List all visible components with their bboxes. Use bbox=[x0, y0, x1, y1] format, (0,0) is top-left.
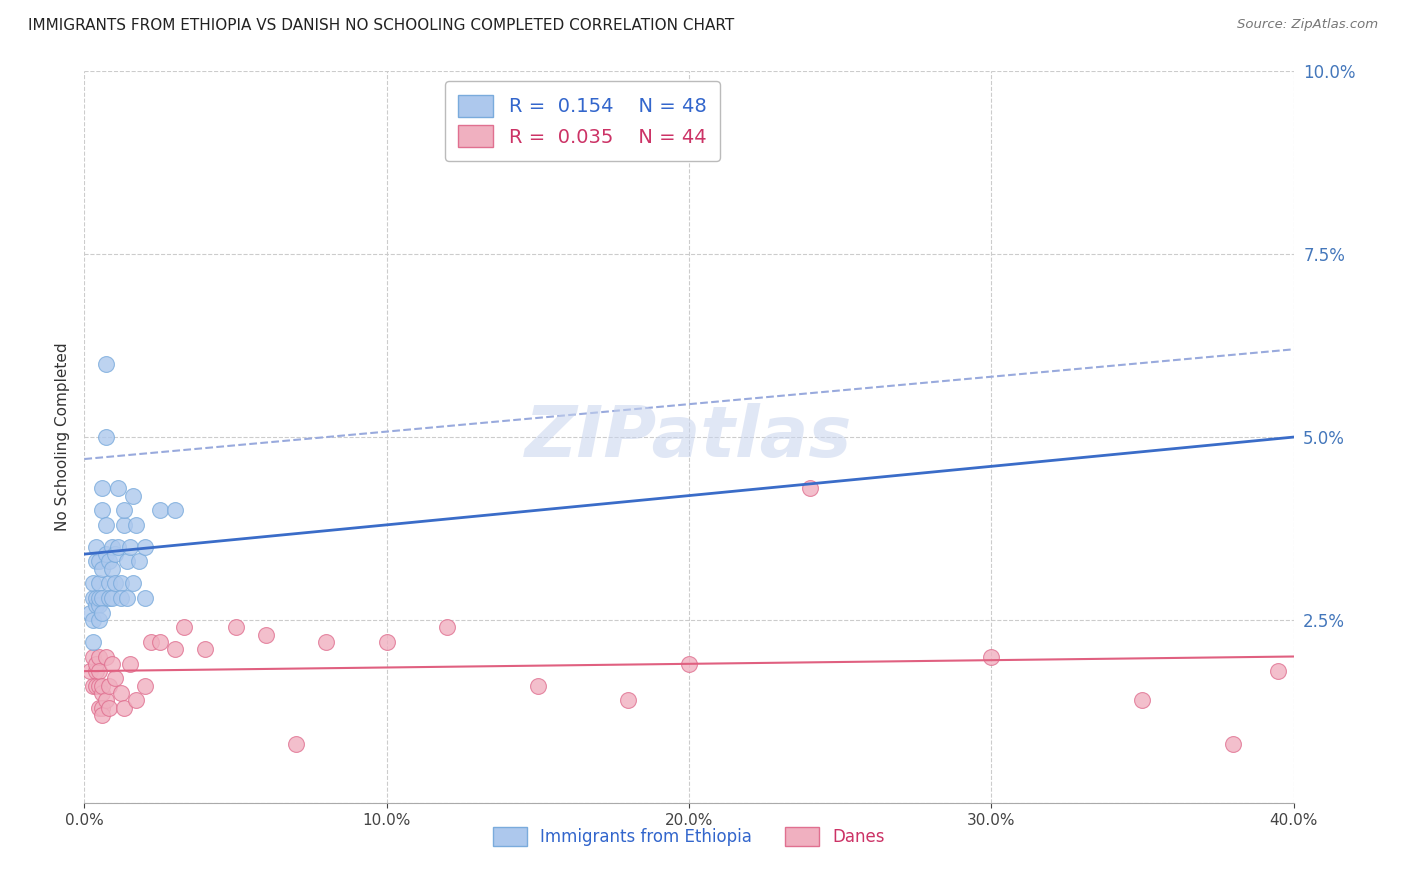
Point bbox=[91, 679, 114, 693]
Point bbox=[134, 591, 156, 605]
Point bbox=[94, 357, 117, 371]
Point bbox=[100, 657, 122, 671]
Point bbox=[112, 700, 135, 714]
Point bbox=[86, 664, 108, 678]
Point bbox=[149, 503, 172, 517]
Point bbox=[94, 517, 117, 532]
Point bbox=[107, 481, 129, 495]
Point bbox=[97, 591, 120, 605]
Point bbox=[315, 635, 337, 649]
Text: IMMIGRANTS FROM ETHIOPIA VS DANISH NO SCHOOLING COMPLETED CORRELATION CHART: IMMIGRANTS FROM ETHIOPIA VS DANISH NO SC… bbox=[28, 18, 734, 33]
Point bbox=[134, 540, 156, 554]
Point bbox=[89, 664, 111, 678]
Point bbox=[225, 620, 247, 634]
Point bbox=[104, 576, 127, 591]
Legend: Immigrants from Ethiopia, Danes: Immigrants from Ethiopia, Danes bbox=[486, 821, 891, 853]
Point bbox=[1267, 664, 1289, 678]
Point bbox=[91, 481, 114, 495]
Point bbox=[1130, 693, 1153, 707]
Point bbox=[86, 657, 108, 671]
Point bbox=[254, 627, 277, 641]
Point bbox=[91, 606, 114, 620]
Point bbox=[194, 642, 217, 657]
Point bbox=[82, 576, 104, 591]
Point bbox=[89, 649, 111, 664]
Point bbox=[112, 503, 135, 517]
Point bbox=[82, 679, 104, 693]
Point bbox=[121, 489, 143, 503]
Point bbox=[980, 649, 1002, 664]
Point bbox=[678, 657, 700, 671]
Point bbox=[89, 700, 111, 714]
Point bbox=[97, 576, 120, 591]
Point bbox=[128, 554, 150, 568]
Point bbox=[149, 635, 172, 649]
Point bbox=[173, 620, 195, 634]
Point bbox=[110, 576, 132, 591]
Point bbox=[112, 517, 135, 532]
Point bbox=[91, 503, 114, 517]
Y-axis label: No Schooling Completed: No Schooling Completed bbox=[55, 343, 70, 532]
Point bbox=[115, 591, 138, 605]
Point bbox=[165, 642, 187, 657]
Point bbox=[118, 540, 141, 554]
Point bbox=[82, 591, 104, 605]
Text: Source: ZipAtlas.com: Source: ZipAtlas.com bbox=[1237, 18, 1378, 31]
Point bbox=[86, 591, 108, 605]
Point bbox=[799, 481, 821, 495]
Point bbox=[94, 547, 117, 561]
Point bbox=[285, 737, 308, 751]
Text: ZIPatlas: ZIPatlas bbox=[526, 402, 852, 472]
Point bbox=[110, 591, 132, 605]
Point bbox=[82, 649, 104, 664]
Point bbox=[91, 591, 114, 605]
Point bbox=[134, 679, 156, 693]
Point bbox=[91, 686, 114, 700]
Point bbox=[89, 599, 111, 613]
Point bbox=[86, 679, 108, 693]
Point bbox=[91, 562, 114, 576]
Point bbox=[436, 620, 458, 634]
Point bbox=[1222, 737, 1244, 751]
Point bbox=[100, 562, 122, 576]
Point bbox=[115, 554, 138, 568]
Point bbox=[165, 503, 187, 517]
Point bbox=[375, 635, 398, 649]
Point bbox=[121, 576, 143, 591]
Point bbox=[527, 679, 550, 693]
Point bbox=[86, 554, 108, 568]
Point bbox=[82, 613, 104, 627]
Point bbox=[97, 679, 120, 693]
Point bbox=[89, 576, 111, 591]
Point bbox=[617, 693, 640, 707]
Point bbox=[89, 613, 111, 627]
Point bbox=[107, 540, 129, 554]
Point bbox=[100, 540, 122, 554]
Point bbox=[86, 599, 108, 613]
Point bbox=[97, 554, 120, 568]
Point bbox=[91, 700, 114, 714]
Point bbox=[125, 693, 148, 707]
Point bbox=[94, 430, 117, 444]
Point bbox=[110, 686, 132, 700]
Point bbox=[79, 606, 101, 620]
Point bbox=[94, 693, 117, 707]
Point bbox=[86, 540, 108, 554]
Point bbox=[125, 517, 148, 532]
Point bbox=[91, 708, 114, 723]
Point bbox=[89, 679, 111, 693]
Point bbox=[104, 672, 127, 686]
Point bbox=[89, 554, 111, 568]
Point bbox=[97, 700, 120, 714]
Point bbox=[118, 657, 141, 671]
Point bbox=[79, 664, 101, 678]
Point bbox=[89, 591, 111, 605]
Point bbox=[94, 649, 117, 664]
Point bbox=[104, 547, 127, 561]
Point bbox=[82, 635, 104, 649]
Point bbox=[100, 591, 122, 605]
Point bbox=[139, 635, 162, 649]
